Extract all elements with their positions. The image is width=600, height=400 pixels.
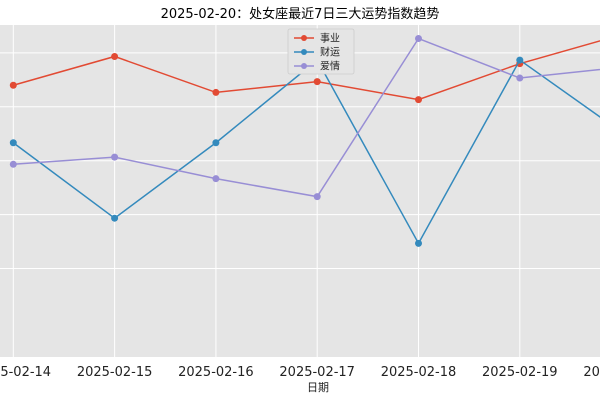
data-point — [516, 74, 524, 82]
x-tick-label: 2025-02-17 — [279, 365, 355, 380]
data-point — [111, 153, 119, 161]
data-point — [415, 35, 422, 43]
series-爱情 — [9, 35, 600, 201]
data-point — [111, 52, 119, 60]
x-tick-labels: 2025-02-14 2025-02-15 2025-02-16 2025-02-17… — [0, 365, 600, 380]
data-point — [9, 139, 17, 147]
data-point — [212, 88, 220, 96]
x-tick-label: 2025-02-14 — [0, 365, 51, 380]
x-tick-label: 2025-02-20 — [583, 365, 600, 380]
legend-marker — [301, 63, 307, 69]
data-point — [313, 193, 321, 201]
x-tick-label: 2025-02-19 — [482, 365, 558, 380]
legend-label: 财运 — [320, 46, 340, 59]
x-axis-label: 日期 — [307, 381, 329, 394]
x-tick-label: 2025-02-16 — [178, 365, 254, 380]
chart-title: 2025-02-20：处女座最近7日三大运势指数趋势 — [161, 6, 440, 22]
data-point — [9, 160, 17, 168]
x-tick-label: 2025-02-15 — [77, 365, 153, 380]
data-point — [516, 56, 524, 64]
legend-item: 事业 — [294, 32, 340, 45]
legend-item: 财运 — [294, 46, 340, 59]
legend-item: 爱情 — [294, 60, 340, 73]
series-事业 — [9, 40, 600, 104]
data-point — [111, 214, 119, 222]
data-point — [415, 96, 422, 104]
plot-background — [0, 25, 600, 357]
legend-label: 爱情 — [320, 60, 340, 73]
data-point — [212, 139, 220, 147]
data-point — [313, 78, 321, 86]
x-tick-label: 2025-02-18 — [381, 365, 457, 380]
legend-label: 事业 — [320, 32, 340, 45]
data-point — [9, 81, 17, 89]
data-point — [212, 175, 220, 183]
legend-marker — [301, 35, 307, 41]
data-point — [415, 239, 422, 247]
legend-marker — [301, 49, 307, 55]
